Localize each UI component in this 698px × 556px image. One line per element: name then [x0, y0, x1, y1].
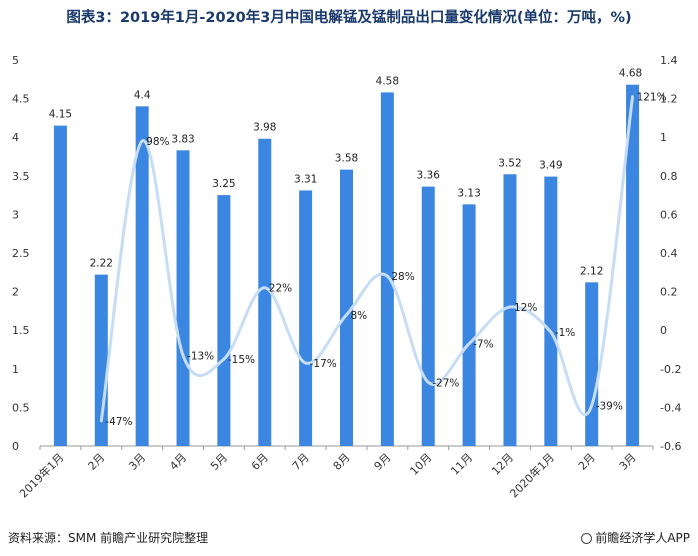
y-left-tick-label: 2 [12, 286, 19, 299]
bar-value-label: 2.22 [90, 258, 113, 270]
y-left-tick-label: 3 [12, 208, 19, 221]
bar-value-label: 4.4 [134, 89, 151, 101]
y-right-tick-label: 1.4 [660, 54, 678, 67]
line-value-label: 12% [514, 302, 537, 314]
bar [217, 195, 231, 446]
y-left-tick-label: 4.5 [12, 93, 30, 106]
line-value-label: 22% [269, 283, 292, 295]
brand-name: 前瞻经济学人APP [595, 531, 690, 545]
y-right-tick-label: -0.6 [660, 440, 681, 453]
line-value-label: -39% [596, 400, 623, 412]
bar [421, 186, 435, 446]
x-tick-label: 5月 [208, 451, 230, 473]
y-right-tick-label: -0.4 [660, 401, 681, 414]
bar-value-label: 3.52 [498, 157, 521, 169]
line-value-label: -7% [473, 339, 493, 351]
bar-value-label: 3.13 [457, 187, 480, 199]
bar [176, 150, 190, 446]
y-right-tick-label: -0.2 [660, 363, 681, 376]
bar-value-label: 3.49 [539, 160, 562, 172]
line-value-label: 121% [637, 92, 667, 104]
y-right-tick-label: 0 [660, 324, 667, 337]
y-right-tick-label: 1.2 [660, 93, 678, 106]
y-right-tick-label: 0.2 [660, 286, 678, 299]
line-value-label: -47% [105, 416, 132, 428]
x-tick-label: 2月 [86, 451, 108, 473]
x-tick-label: 11月 [448, 451, 475, 478]
bar [53, 125, 67, 447]
x-tick-label: 2月 [576, 451, 598, 473]
x-tick-label: 9月 [372, 451, 394, 473]
y-right-tick-label: 0.6 [660, 208, 678, 221]
x-tick-label: 6月 [249, 451, 271, 473]
bar [585, 282, 599, 446]
y-left-tick-label: 4 [12, 131, 19, 144]
y-left-tick-label: 1.5 [12, 324, 30, 337]
bar [544, 176, 558, 446]
x-tick-label: 3月 [617, 451, 639, 473]
x-tick-label: 2019年1月 [16, 450, 66, 500]
bar-value-label: 4.58 [376, 75, 399, 87]
line-value-label: -17% [310, 358, 337, 370]
y-left-tick-label: 2.5 [12, 247, 30, 260]
bar-value-label: 3.31 [294, 173, 317, 185]
bar [380, 92, 394, 446]
bar [503, 174, 517, 447]
line-value-label: 28% [391, 271, 414, 283]
y-left-tick-label: 0.5 [12, 401, 30, 414]
bar-value-label: 2.12 [580, 265, 603, 277]
brand-note: 前瞻经济学人APP [581, 529, 690, 546]
bar [299, 190, 313, 446]
line-value-label: -1% [555, 327, 575, 339]
y-left-tick-label: 0 [12, 440, 19, 453]
bar-value-label: 3.58 [335, 153, 358, 165]
brand-logo-icon [581, 533, 593, 544]
bar-value-label: 3.83 [171, 133, 194, 145]
bar [258, 138, 272, 446]
y-left-tick-label: 3.5 [12, 170, 30, 183]
line-value-label: -15% [228, 354, 255, 366]
x-tick-label: 3月 [126, 451, 148, 473]
growth-line [99, 95, 635, 423]
y-right-tick-label: 0.8 [660, 170, 678, 183]
y-left-tick-label: 5 [12, 54, 19, 67]
x-tick-label: 7月 [290, 451, 312, 473]
x-tick-label: 8月 [331, 451, 353, 473]
bar [626, 84, 640, 446]
bar [135, 106, 149, 446]
bar-value-label: 4.15 [49, 109, 72, 121]
line-value-label: 98% [146, 136, 169, 148]
bar-value-label: 3.98 [253, 122, 276, 134]
y-left-tick-label: 1 [12, 363, 19, 376]
line-value-label: -27% [432, 377, 459, 389]
bar-value-label: 4.68 [619, 68, 642, 80]
x-tick-label: 2020年1月 [507, 450, 557, 500]
line-value-label: -13% [187, 350, 214, 362]
y-right-tick-label: 1 [660, 131, 667, 144]
bar-value-label: 3.36 [417, 170, 441, 182]
x-tick-label: 4月 [167, 451, 189, 473]
y-right-tick-label: 0.4 [660, 247, 678, 260]
line-value-label: 8% [351, 310, 368, 322]
bar [340, 169, 353, 446]
source-note: 资料来源：SMM 前瞻产业研究院整理 [8, 531, 209, 545]
chart-title: 图表3：2019年1月-2020年3月中国电解锰及锰制品出口量变化情况(单位：万… [66, 10, 632, 26]
bar-value-label: 3.25 [212, 178, 235, 190]
x-tick-label: 10月 [407, 451, 434, 478]
x-tick-label: 12月 [489, 451, 516, 478]
bar [462, 204, 476, 446]
